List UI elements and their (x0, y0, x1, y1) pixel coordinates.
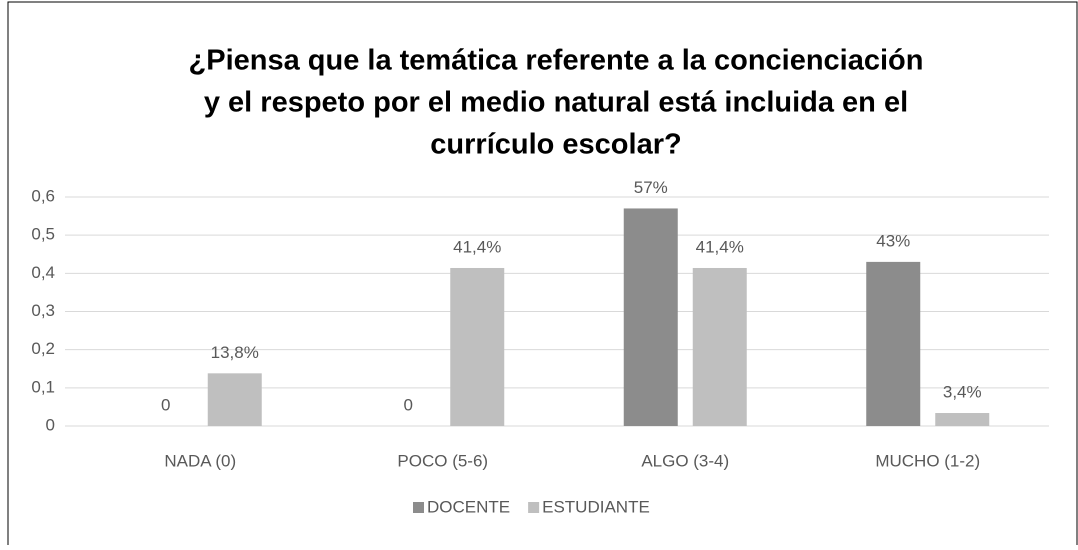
data-label: 57% (634, 178, 668, 197)
bar (866, 261, 921, 426)
legend-swatch (528, 502, 540, 513)
bar (935, 413, 990, 426)
legend-swatch (413, 502, 424, 513)
bar (207, 373, 262, 426)
y-tick-label: 0,1 (31, 377, 55, 396)
y-tick-label: 0,3 (31, 301, 55, 320)
chart-title: currículo escolar? (430, 129, 681, 161)
y-tick-label: 0,2 (31, 339, 55, 358)
data-label: 41,4% (696, 237, 744, 256)
bar (623, 208, 678, 426)
data-label: 13,8% (211, 343, 259, 362)
data-label: 0 (161, 395, 170, 414)
bar (692, 267, 747, 426)
chart-title: ¿Piensa que la temática referente a la c… (189, 45, 924, 77)
data-label: 43% (876, 231, 910, 250)
data-label: 0 (404, 395, 413, 414)
y-tick-label: 0,5 (31, 225, 55, 244)
x-tick-label: MUCHO (1-2) (875, 451, 980, 470)
bar (450, 267, 505, 426)
chart-title: y el respeto por el medio natural está i… (204, 87, 908, 119)
x-tick-label: NADA (0) (164, 451, 236, 470)
y-tick-label: 0 (46, 415, 55, 434)
x-tick-label: POCO (5-6) (397, 451, 488, 470)
x-tick-label: ALGO (3-4) (641, 451, 729, 470)
data-label: 3,4% (943, 383, 982, 402)
y-tick-label: 0,6 (31, 186, 55, 205)
legend-label: DOCENTE (427, 497, 510, 516)
y-tick-label: 0,4 (31, 263, 55, 282)
legend-label: ESTUDIANTE (542, 497, 650, 516)
data-label: 41,4% (453, 237, 501, 256)
